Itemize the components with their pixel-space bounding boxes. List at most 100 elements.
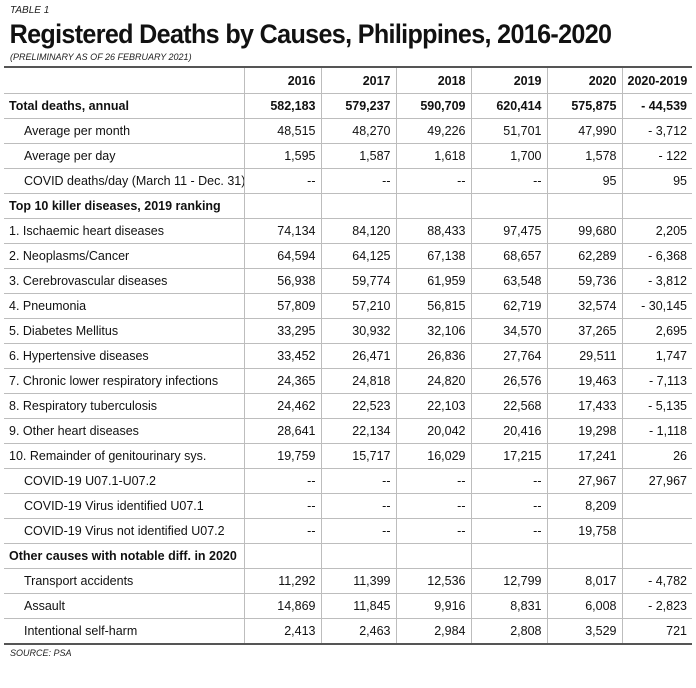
table-row: COVID-19 Virus identified U07.1 -- -- -- -- 8…: [4, 493, 692, 519]
section-header-row: Other causes with notable diff. in 2020: [4, 543, 692, 569]
table-cell: 12,536: [395, 568, 471, 594]
table-cell: 56,938: [243, 268, 321, 294]
table-cell: 33,452: [243, 343, 321, 369]
table-cell: - 3,712: [621, 118, 692, 144]
row-label: COVID-19 U07.1-U07.2: [4, 468, 244, 494]
table-cell: 22,134: [320, 418, 396, 444]
table-row: 6. Hypertensive diseases 33,452 26,471 26,8…: [4, 343, 692, 369]
table-cell: 1,618: [395, 143, 471, 169]
table-cell: --: [470, 468, 547, 494]
column-header-4: 2019: [470, 66, 547, 94]
table-row: COVID-19 Virus not identified U07.2 -- -- -…: [4, 518, 692, 544]
column-header-6: 2020-2019: [621, 66, 692, 94]
table-cell: 59,736: [546, 268, 622, 294]
table-row: Assault 14,869 11,845 9,916 8,831 6,008- 2,82…: [4, 593, 692, 619]
table-cell: 56,815: [395, 293, 471, 319]
table-cell: 30,932: [320, 318, 396, 344]
table-cell: 6,008: [546, 593, 622, 619]
table-cell: 26: [621, 443, 692, 469]
table-cell: 32,574: [546, 293, 622, 319]
table-cell: 22,568: [470, 393, 547, 419]
table-cell: 97,475: [470, 218, 547, 244]
table-cell: --: [320, 168, 396, 194]
table-cell: 11,399: [320, 568, 396, 594]
table-cell: 27,764: [470, 343, 547, 369]
table-cell: 579,237: [320, 93, 396, 119]
table-cell: [395, 193, 471, 219]
row-label: Assault: [4, 593, 244, 619]
table-cell: 2,695: [621, 318, 692, 344]
table-cell: 17,215: [470, 443, 547, 469]
table-cell: 2,413: [243, 618, 321, 645]
table-cell: 51,701: [470, 118, 547, 144]
row-label: 9. Other heart diseases: [4, 418, 244, 444]
table-cell: 12,799: [470, 568, 547, 594]
table-row: 4. Pneumonia 57,809 57,210 56,815 62,719 32,5…: [4, 293, 692, 319]
row-label: 7. Chronic lower respiratory infections: [4, 368, 244, 394]
row-label: COVID deaths/day (March 11 - Dec. 31): [4, 168, 244, 194]
table-cell: [243, 543, 321, 569]
table-cell: 1,578: [546, 143, 622, 169]
table-cell: 3,529: [546, 618, 622, 645]
table-cell: 1,595: [243, 143, 321, 169]
table-cell: 2,984: [395, 618, 471, 645]
table-cell: 22,103: [395, 393, 471, 419]
table-cell: --: [395, 468, 471, 494]
table-cell: 2,463: [320, 618, 396, 645]
table-cell: 1,587: [320, 143, 396, 169]
table-cell: 88,433: [395, 218, 471, 244]
table-cell: 15,717: [320, 443, 396, 469]
column-header-5: 2020: [546, 66, 622, 94]
table-row: Transport accidents 11,292 11,399 12,536 12,…: [4, 568, 692, 594]
table-row: 1. Ischaemic heart diseases 74,134 84,120 8…: [4, 218, 692, 244]
table-cell: 26,471: [320, 343, 396, 369]
table-cell: 620,414: [470, 93, 547, 119]
column-header-2: 2017: [320, 66, 396, 94]
table-cell: [621, 493, 692, 519]
table-cell: 2,808: [470, 618, 547, 645]
table-cell: 95: [546, 168, 622, 194]
row-label: Total deaths, annual: [4, 93, 244, 119]
row-label: 5. Diabetes Mellitus: [4, 318, 244, 344]
table-cell: 14,869: [243, 593, 321, 619]
table-cell: --: [395, 168, 471, 194]
table-cell: 99,680: [546, 218, 622, 244]
table-cell: 95: [621, 168, 692, 194]
table-cell: --: [470, 518, 547, 544]
table-cell: [243, 193, 321, 219]
table-cell: 19,759: [243, 443, 321, 469]
page-title: Registered Deaths by Causes, Philippines…: [9, 19, 612, 49]
row-label: 3. Cerebrovascular diseases: [4, 268, 244, 294]
table-cell: 64,125: [320, 243, 396, 269]
table-cell: 47,990: [546, 118, 622, 144]
column-header-1: 2016: [243, 66, 321, 94]
table-cell: [470, 543, 547, 569]
table-cell: [621, 543, 692, 569]
table-cell: 8,017: [546, 568, 622, 594]
table-cell: --: [243, 518, 321, 544]
table-cell: 1,700: [470, 143, 547, 169]
row-label: Transport accidents: [4, 568, 244, 594]
table-row: 9. Other heart diseases 28,641 22,134 20,04…: [4, 418, 692, 444]
table-cell: 33,295: [243, 318, 321, 344]
row-label: 10. Remainder of genitourinary sys.: [4, 443, 244, 469]
table-label: TABLE 1: [10, 5, 50, 16]
table-cell: 24,365: [243, 368, 321, 394]
table-cell: --: [470, 493, 547, 519]
table-cell: 59,774: [320, 268, 396, 294]
table-cell: - 44,539: [621, 93, 692, 119]
table-cell: 26,576: [470, 368, 547, 394]
table-cell: 19,758: [546, 518, 622, 544]
table-cell: --: [470, 168, 547, 194]
table-cell: 62,719: [470, 293, 547, 319]
table-cell: 34,570: [470, 318, 547, 344]
table-cell: --: [243, 493, 321, 519]
table-cell: --: [243, 168, 321, 194]
table-cell: 37,265: [546, 318, 622, 344]
table-cell: 20,416: [470, 418, 547, 444]
row-label: Intentional self-harm: [4, 618, 244, 645]
table-row: Intentional self-harm 2,413 2,463 2,984 2,80…: [4, 618, 692, 645]
row-label: 1. Ischaemic heart diseases: [4, 218, 244, 244]
table-cell: 61,959: [395, 268, 471, 294]
table-cell: - 30,145: [621, 293, 692, 319]
